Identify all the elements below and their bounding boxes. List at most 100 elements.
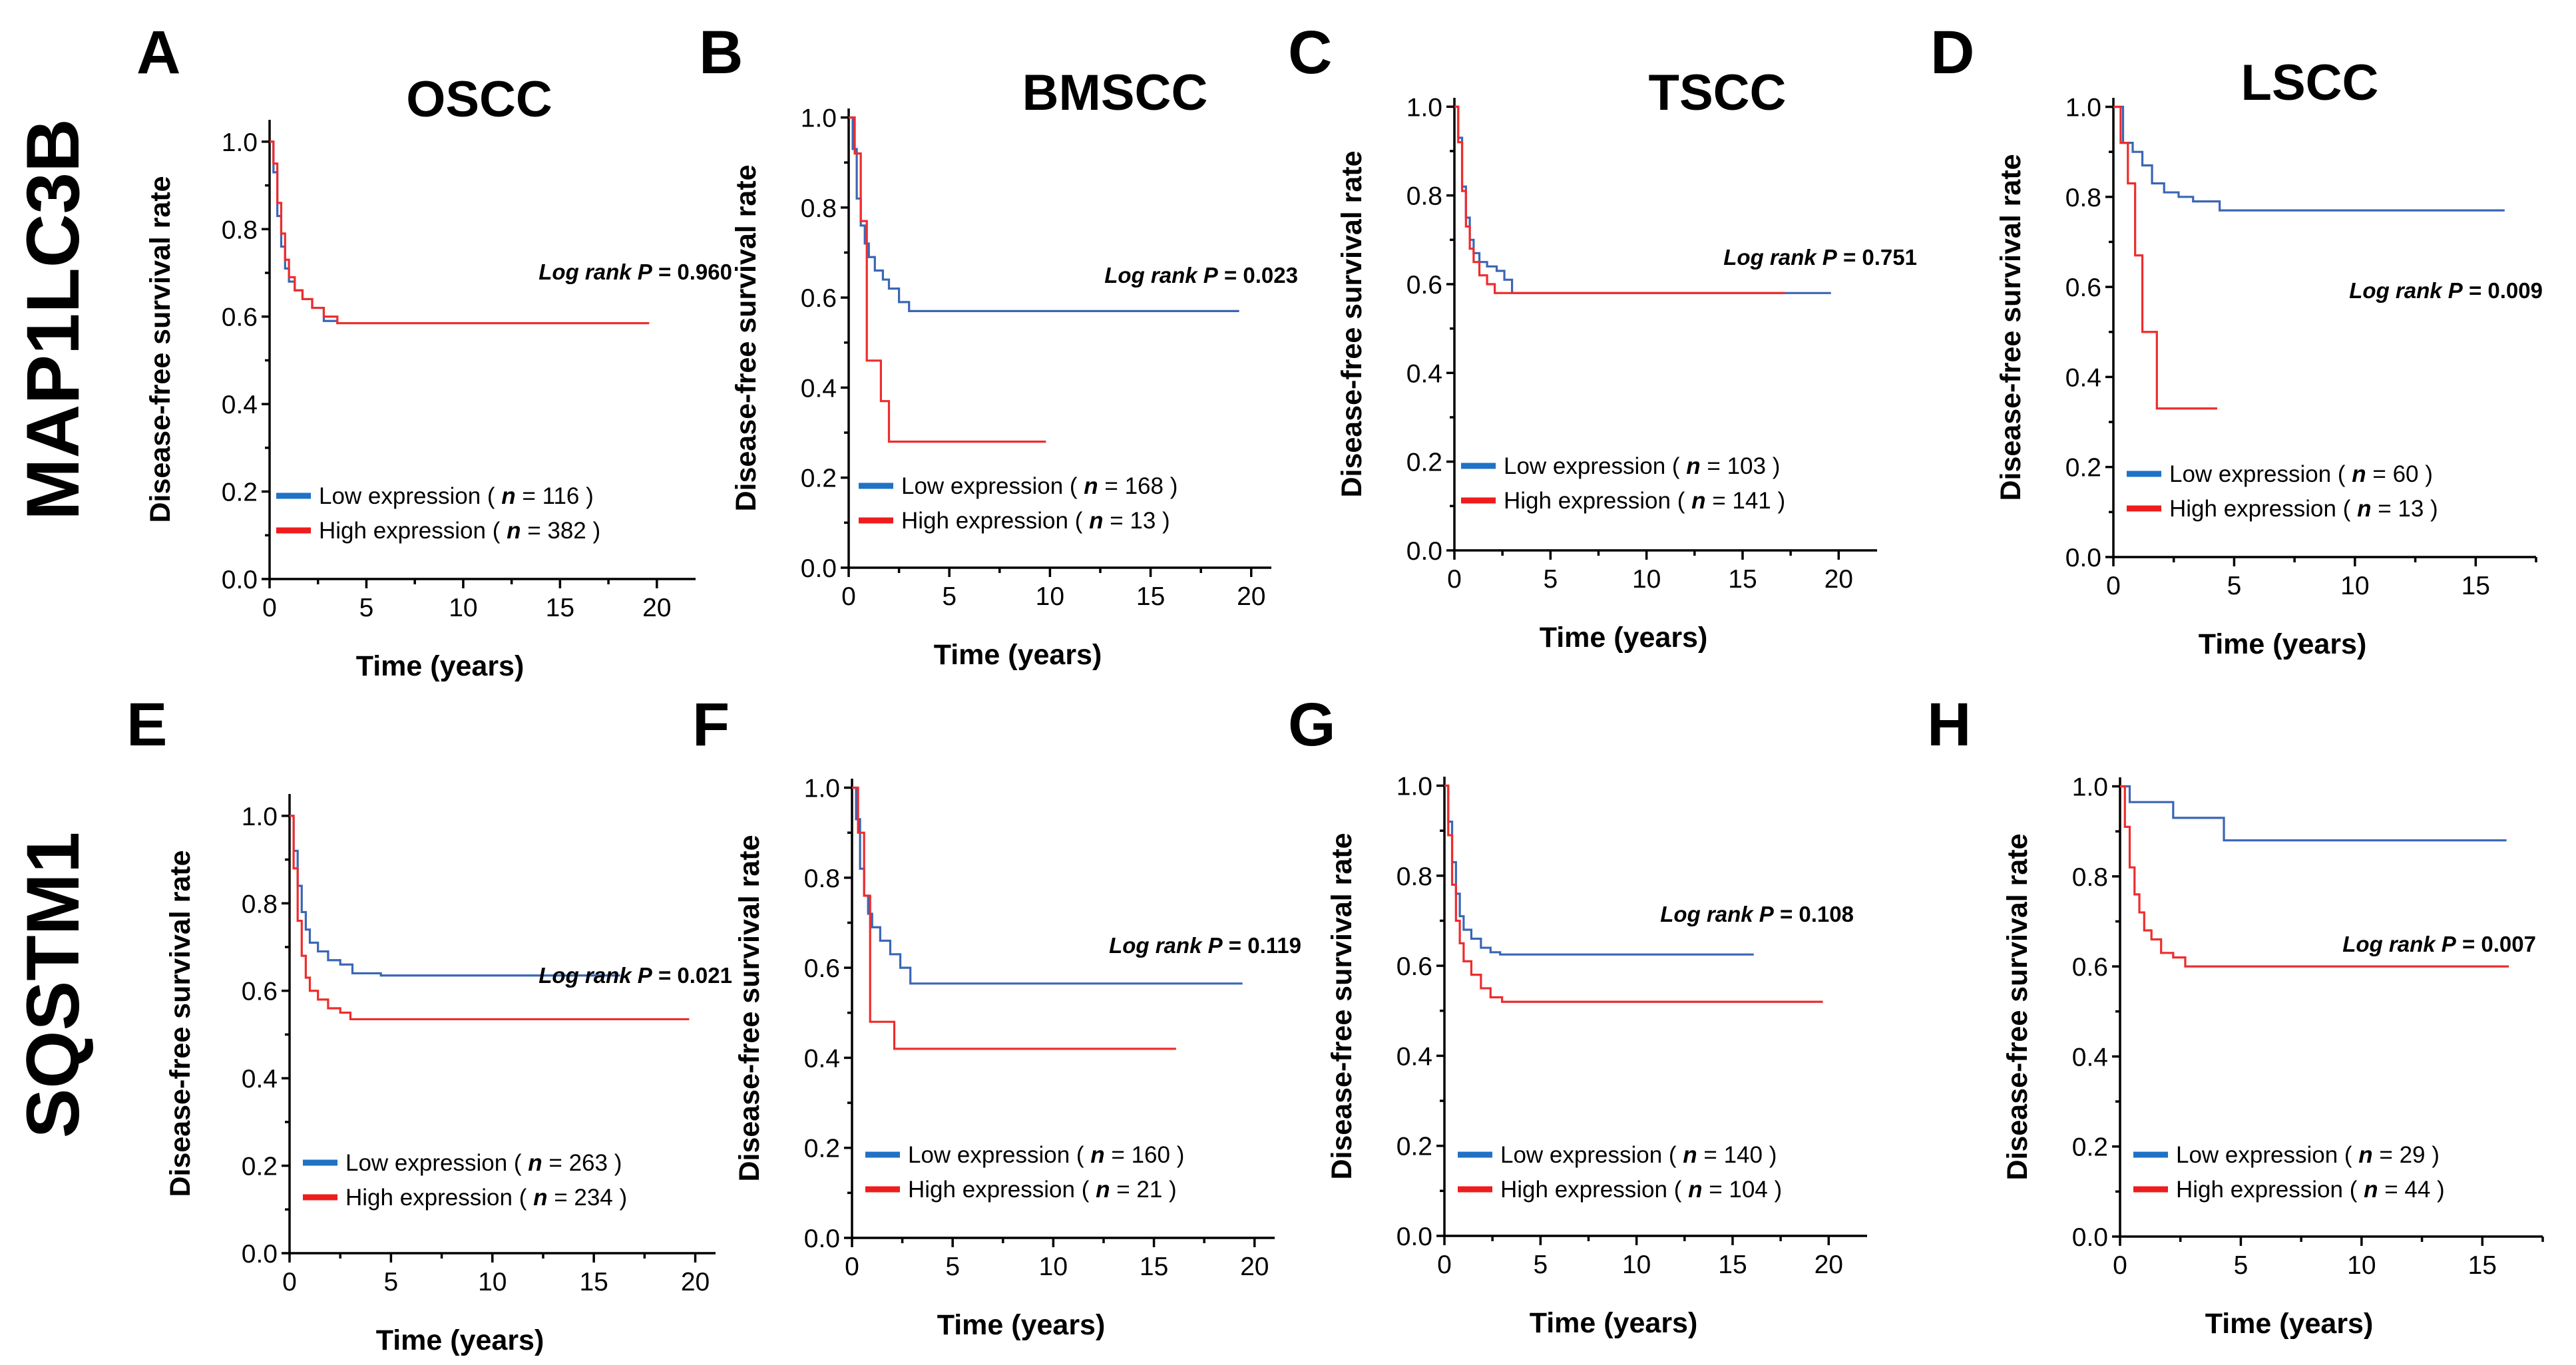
x-tick-label: 0	[1447, 565, 1462, 594]
log-rank-annotation: Log rank P = 0.108	[1660, 902, 1854, 926]
x-tick-label: 10	[1622, 1251, 1651, 1279]
x-tick-label: 5	[359, 594, 374, 622]
y-axis-label: Disease-free survival rate	[734, 835, 765, 1181]
x-axis-label: Time (years)	[934, 639, 1102, 671]
legend-n-value: = 116 )	[516, 483, 594, 509]
low-expression-curve	[2113, 105, 2505, 212]
y-tick-label: 0.6	[2065, 274, 2101, 302]
y-tick-label: 0.6	[1396, 952, 1432, 981]
x-tick-label: 15	[1718, 1251, 1747, 1279]
panel-letter: A	[136, 19, 180, 87]
panel-letter: H	[1927, 691, 1971, 759]
x-tick-label: 5	[2227, 572, 2242, 600]
legend-n-value: = 141 )	[1705, 488, 1785, 514]
x-tick-label: 10	[2347, 1251, 2376, 1280]
y-tick-label: 0.4	[804, 1044, 840, 1073]
legend-n-value: = 21 )	[1110, 1177, 1176, 1203]
y-tick-label: 0.8	[1406, 182, 1442, 211]
y-tick-label: 0.8	[2065, 184, 2101, 212]
legend-n-value: = 29 )	[2373, 1142, 2440, 1168]
legend-entry-high: High expression ( n = 234 )	[345, 1185, 627, 1211]
panel-letter: C	[1288, 19, 1332, 87]
log-rank-p: P	[2448, 278, 2464, 303]
legend-n: n	[1691, 488, 1705, 514]
legend-n-value: = 382 )	[521, 518, 600, 544]
log-rank-annotation: Log rank P = 0.007	[2342, 932, 2536, 956]
legend-entry-low: Low expression ( n = 168 )	[901, 473, 1178, 499]
y-axis-label: Disease-free survival rate	[144, 176, 176, 522]
x-tick-label: 15	[1136, 582, 1165, 611]
legend-n: n	[1096, 1177, 1110, 1203]
y-tick-label: 0.6	[801, 284, 837, 313]
legend-entry-low: Low expression ( n = 140 )	[1500, 1142, 1777, 1168]
legend-label: Low expression (	[1500, 1142, 1683, 1168]
y-tick-label: 0.2	[2072, 1133, 2108, 1162]
y-tick-label: 0.6	[242, 978, 278, 1006]
chart-title: BMSCC	[1022, 65, 1208, 121]
legend-label: High expression (	[908, 1177, 1096, 1203]
legend-label: High expression (	[2176, 1177, 2364, 1203]
high-expression-curve	[2113, 105, 2218, 410]
legend-n: n	[2352, 461, 2366, 487]
x-tick-label: 10	[1036, 582, 1064, 611]
panels-group: A OSCC 0.0 0.2 0.4 0.6 0.8 1.0 0 5 10 15 20 Time (yea…	[126, 19, 2544, 1356]
y-tick-label: 0.4	[242, 1065, 278, 1093]
y-tick-label: 0.0	[804, 1225, 840, 1253]
log-rank-value: = 0.007	[2456, 932, 2536, 956]
legend-n: n	[501, 483, 515, 509]
x-tick-label: 5	[942, 582, 957, 611]
x-axis-label: Time (years)	[2205, 1308, 2374, 1340]
x-axis-label: Time (years)	[376, 1324, 544, 1356]
legend-label: High expression (	[345, 1185, 533, 1211]
x-tick-label: 5	[384, 1268, 399, 1296]
legend-entry-low: Low expression ( n = 29 )	[2176, 1142, 2440, 1168]
y-tick-label: 0.6	[1406, 271, 1442, 299]
y-tick-label: 0.6	[222, 303, 258, 332]
legend-label: Low expression (	[319, 483, 501, 509]
legend-label: High expression (	[1500, 1177, 1688, 1203]
x-tick-label: 20	[642, 594, 671, 622]
chart-title: OSCC	[406, 71, 552, 128]
y-tick-label: 1.0	[804, 775, 840, 803]
legend-n-value: = 13 )	[1103, 508, 1170, 534]
low-expression-curve	[2120, 785, 2507, 842]
panel-e: E 0.0 0.2 0.4 0.6 0.8 1.0 0 5 10 15 20 Time (years) D…	[126, 691, 732, 1356]
log-rank-value: = 0.108	[1774, 902, 1854, 926]
y-tick-label: 0.4	[1406, 359, 1442, 388]
x-tick-label: 0	[1437, 1251, 1452, 1279]
log-rank-prefix: Log rank	[1109, 933, 1208, 958]
x-tick-label: 20	[681, 1268, 710, 1296]
y-axis-label: Disease-free survival rate	[2002, 833, 2034, 1180]
log-rank-value: = 0.009	[2463, 278, 2543, 303]
log-rank-p: P	[1759, 902, 1775, 926]
y-tick-label: 0.8	[801, 194, 837, 223]
legend-entry-high: High expression ( n = 382 )	[319, 518, 600, 544]
panel-b: B BMSCC 0.0 0.2 0.4 0.6 0.8 1.0 0 5 10 15 20 Time (ye…	[699, 19, 1298, 671]
y-axis-label: Disease-free survival rate	[1995, 154, 2027, 500]
y-tick-label: 0.4	[2065, 363, 2101, 392]
legend-n: n	[528, 1150, 542, 1176]
panel-h: H 0.0 0.2 0.4 0.6 0.8 1.0 0 5 10 15 Time (years) Dis…	[1927, 691, 2544, 1340]
legend-n-value: = 234 )	[547, 1185, 627, 1211]
legend-n: n	[1090, 1142, 1104, 1168]
legend-n-value: = 44 )	[2378, 1177, 2444, 1203]
y-tick-label: 0.4	[1396, 1042, 1432, 1071]
x-tick-label: 0	[2106, 572, 2121, 600]
legend-n: n	[507, 518, 521, 544]
x-tick-label: 10	[2340, 572, 2369, 600]
low-expression-curve	[852, 786, 1243, 985]
legend-label: High expression (	[319, 518, 507, 544]
x-tick-label: 5	[2234, 1251, 2249, 1280]
x-tick-label: 15	[579, 1268, 608, 1296]
legend-n: n	[1688, 1177, 1702, 1203]
log-rank-p: P	[638, 963, 653, 988]
legend-entry-low: Low expression ( n = 263 )	[345, 1150, 622, 1176]
y-tick-label: 1.0	[1406, 93, 1442, 122]
log-rank-prefix: Log rank	[1660, 902, 1759, 926]
legend-entry-high: High expression ( n = 21 )	[908, 1177, 1177, 1203]
panel-letter: D	[1930, 19, 1974, 87]
legend-entry-low: Low expression ( n = 103 )	[1504, 453, 1780, 479]
log-rank-value: = 0.960	[652, 260, 732, 284]
legend-n: n	[1686, 453, 1700, 479]
